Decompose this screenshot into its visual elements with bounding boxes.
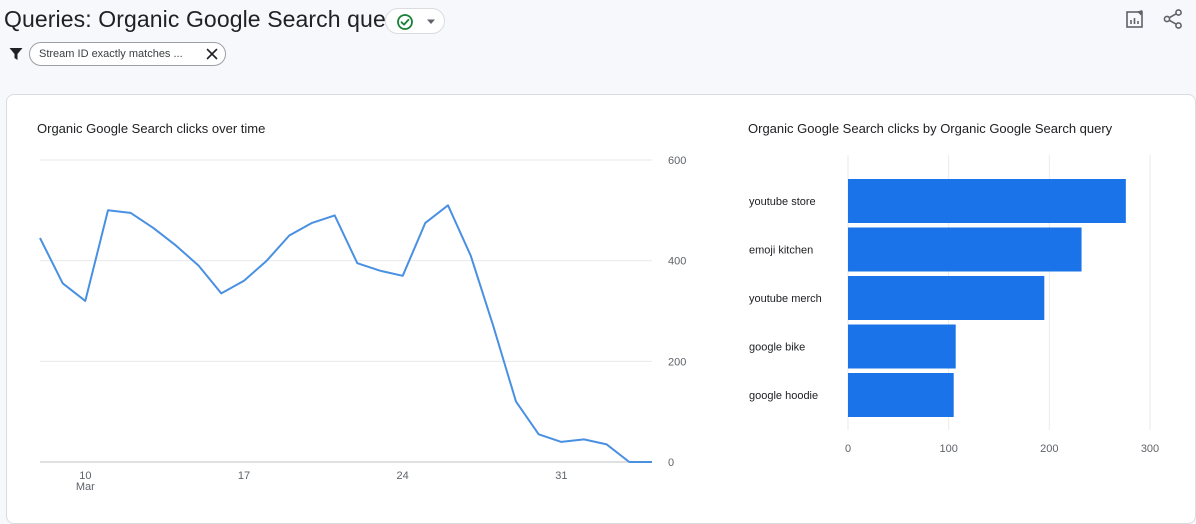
data-point bbox=[151, 226, 155, 230]
data-point bbox=[514, 400, 518, 404]
data-point bbox=[401, 274, 405, 278]
data-point bbox=[423, 221, 427, 225]
check-circle-icon bbox=[397, 14, 413, 30]
edit-report-icon[interactable] bbox=[1124, 8, 1146, 30]
close-icon[interactable] bbox=[205, 47, 219, 61]
data-point bbox=[355, 261, 359, 265]
page-title: Queries: Organic Google Search query bbox=[4, 6, 406, 32]
x-tick-label: 17 bbox=[238, 470, 250, 482]
data-point bbox=[197, 264, 201, 268]
x-tick-month-label: Mar bbox=[76, 481, 95, 493]
data-point bbox=[219, 291, 223, 295]
bar-chart[interactable]: 0 100 200 300 youtube store emoji kitchen yout… bbox=[730, 150, 1190, 510]
x-tick-label: 31 bbox=[555, 470, 567, 482]
data-point bbox=[559, 440, 563, 444]
bar-chart-title: Organic Google Search clicks by Organic … bbox=[748, 121, 1113, 136]
x-tick-label: 10 bbox=[79, 470, 91, 482]
status-dropdown[interactable] bbox=[385, 8, 445, 34]
bar bbox=[848, 276, 1045, 320]
data-point bbox=[605, 442, 609, 446]
filter-chip-label: Stream ID exactly matches ... bbox=[39, 48, 183, 60]
data-point bbox=[378, 269, 382, 273]
category-label: google hoodie bbox=[749, 390, 818, 402]
data-point bbox=[582, 437, 586, 441]
report-header: Queries: Organic Google Search query Str… bbox=[0, 0, 1196, 90]
data-point bbox=[446, 203, 450, 207]
data-point bbox=[537, 432, 541, 436]
y-tick-label: 0 bbox=[668, 457, 674, 469]
data-point bbox=[61, 281, 65, 285]
bar bbox=[848, 373, 954, 417]
y-tick-label: 600 bbox=[668, 155, 686, 167]
data-point bbox=[310, 221, 314, 225]
x-tick-label: 300 bbox=[1141, 443, 1159, 455]
data-point bbox=[83, 299, 87, 303]
category-label: youtube store bbox=[749, 196, 816, 208]
data-point bbox=[333, 213, 337, 217]
data-point bbox=[38, 236, 42, 240]
bar bbox=[848, 227, 1082, 272]
data-point bbox=[491, 324, 495, 328]
caret-down-icon bbox=[427, 19, 435, 24]
y-tick-label: 400 bbox=[668, 256, 686, 268]
bar bbox=[848, 324, 956, 369]
data-point bbox=[650, 460, 654, 464]
y-tick-label: 200 bbox=[668, 356, 686, 368]
data-point bbox=[174, 244, 178, 248]
line-chart-title: Organic Google Search clicks over time bbox=[37, 121, 266, 136]
category-label: youtube merch bbox=[749, 293, 822, 305]
filter-icon[interactable] bbox=[9, 47, 23, 61]
category-label: emoji kitchen bbox=[749, 245, 813, 257]
data-point bbox=[627, 460, 631, 464]
x-tick-label: 200 bbox=[1040, 443, 1058, 455]
data-point bbox=[287, 234, 291, 238]
share-icon[interactable] bbox=[1162, 8, 1184, 30]
x-tick-label: 100 bbox=[939, 443, 957, 455]
bar bbox=[848, 179, 1126, 223]
data-point bbox=[129, 211, 133, 215]
filter-chip[interactable]: Stream ID exactly matches ... bbox=[29, 42, 226, 66]
x-tick-label: 0 bbox=[845, 443, 851, 455]
data-point bbox=[265, 259, 269, 263]
x-tick-label: 24 bbox=[397, 470, 409, 482]
data-point bbox=[242, 279, 246, 283]
category-label: google bike bbox=[749, 342, 805, 354]
data-point bbox=[106, 208, 110, 212]
series-line bbox=[39, 204, 652, 463]
data-point bbox=[469, 254, 473, 258]
line-chart[interactable]: 600 400 200 0 10 17 24 31 Mar bbox=[0, 150, 700, 510]
